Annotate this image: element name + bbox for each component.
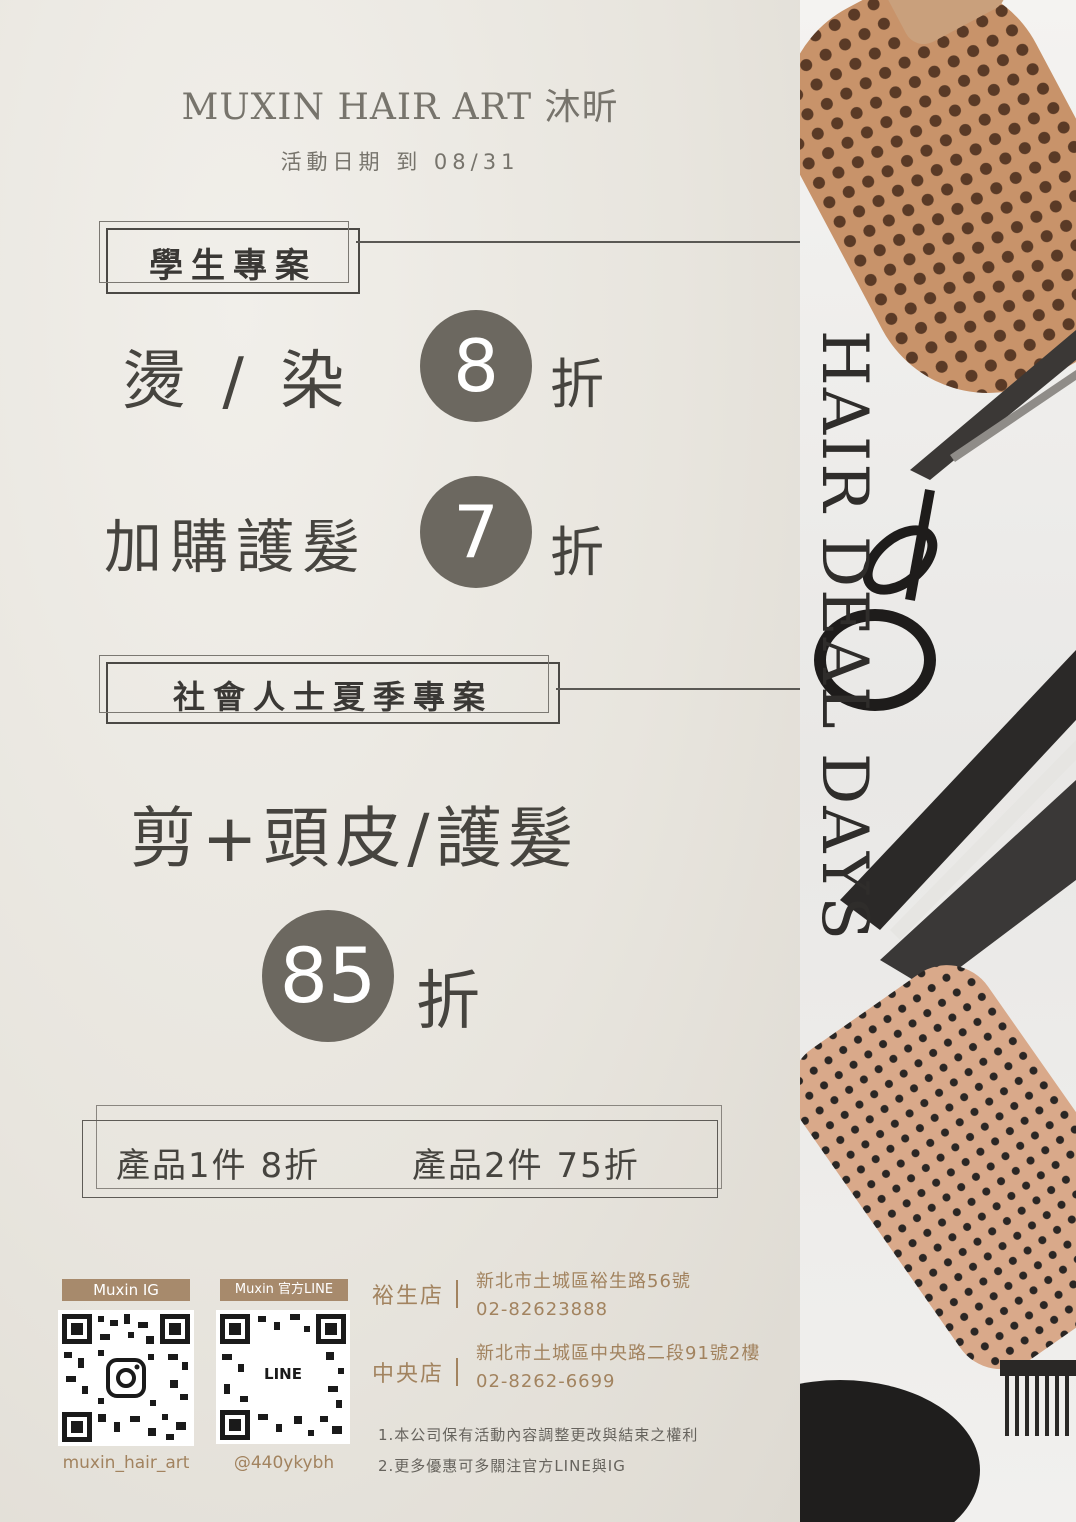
qr-pattern (216, 1310, 350, 1444)
store-phone[interactable]: 02-82623888 (476, 1299, 609, 1320)
hair-tools-photo (800, 0, 1076, 1522)
ig-handle[interactable]: muxin_hair_art (62, 1453, 190, 1473)
products-box-outer (96, 1105, 722, 1189)
line-qr-code[interactable]: LINE (216, 1310, 350, 1444)
discount-circle-7: 7 (420, 476, 532, 588)
discount-circle-85: 85 (262, 910, 394, 1042)
products-box (82, 1120, 718, 1198)
brand-title: MUXIN HAIR ART 沐昕 (181, 87, 619, 128)
adult-plan-tag: 社會人士夏季專案 (99, 655, 560, 724)
student-plan-tag: 學生專案 (99, 221, 360, 294)
store-divider (456, 1358, 458, 1386)
product-offer-2: 產品2件 75折 (412, 1146, 640, 1186)
ig-label: Muxin IG (62, 1279, 190, 1301)
add-treatment-text: 加購護髮 (104, 513, 369, 581)
event-date: 活動日期 到 08/31 (280, 150, 520, 174)
hair-tools-illustration (800, 0, 1076, 1522)
product-offer-1: 產品1件 8折 (116, 1146, 321, 1186)
divider-line (356, 241, 800, 243)
ig-qr-code[interactable] (58, 1310, 194, 1446)
store-name-yusheng: 裕生店 (372, 1284, 445, 1309)
store-phone[interactable]: 02-8262-6699 (476, 1371, 616, 1392)
vertical-title-text: HAIR DEAL DAYS (807, 330, 881, 942)
terms-note-2: 2.更多優惠可多關注官方LINE與IG (378, 1457, 626, 1475)
discount-circle-8: 8 (420, 310, 532, 422)
discount-unit: 折 (416, 965, 480, 1039)
store-address: 新北市土城區中央路二段91號2樓 (476, 1343, 761, 1364)
adult-plan-label: 社會人士夏季專案 (172, 678, 493, 716)
qr-pattern (58, 1310, 194, 1446)
line-handle[interactable]: @440ykybh (233, 1453, 335, 1473)
discount-unit: 折 (550, 353, 604, 416)
paper-background (0, 0, 800, 1522)
student-plan-label: 學生專案 (149, 246, 317, 286)
vertical-title: HAIR DEAL DAYS (807, 330, 881, 942)
store-name-zhongyang: 中央店 (372, 1362, 445, 1387)
line-badge: LINE (264, 1365, 302, 1383)
terms-note-1: 1.本公司保有活動內容調整更改與結束之權利 (378, 1426, 699, 1444)
store-address: 新北市土城區裕生路56號 (476, 1271, 691, 1292)
adult-service-text: 剪+頭皮/護髮 (130, 800, 580, 877)
divider-line (556, 688, 800, 690)
line-label: Muxin 官方LINE (220, 1279, 348, 1301)
perm-dye-text: 燙 / 染 (122, 345, 353, 419)
discount-unit: 折 (550, 521, 604, 584)
store-address-yusheng: 新北市土城區裕生路56號 02-82623888 (476, 1268, 691, 1324)
store-divider (456, 1280, 458, 1308)
store-address-zhongyang: 新北市土城區中央路二段91號2樓 02-8262-6699 (476, 1340, 760, 1396)
